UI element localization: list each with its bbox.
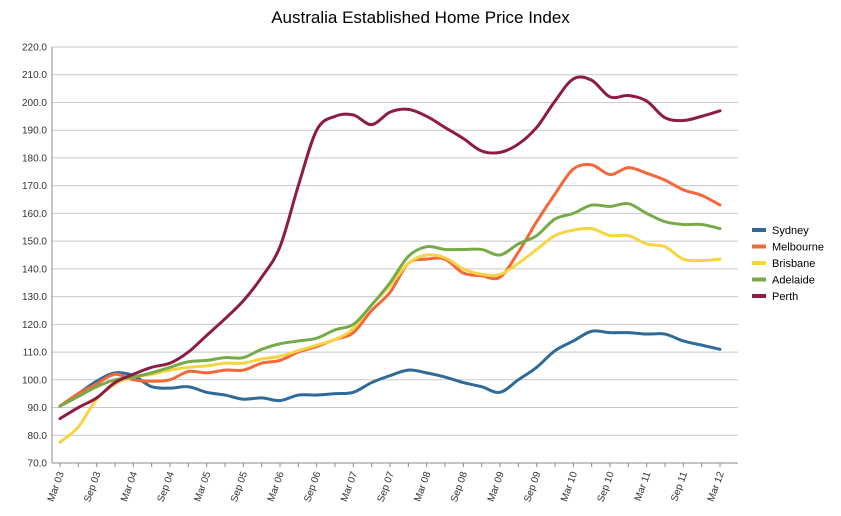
y-tick-label: 200.0	[22, 98, 47, 109]
legend-label-perth: Perth	[772, 291, 798, 303]
x-tick-label: Mar 06	[266, 470, 287, 503]
y-tick-label: 140.0	[22, 264, 47, 275]
x-tick-label: Mar 05	[193, 470, 214, 503]
y-tick-label: 210.0	[22, 70, 47, 81]
y-tick-label: 220.0	[22, 43, 47, 54]
series-line-melbourne	[58, 162, 722, 408]
series-line-perth	[58, 75, 722, 421]
y-tick-label: 130.0	[22, 292, 47, 303]
series-line-sydney	[58, 329, 722, 408]
axes	[51, 47, 738, 467]
legend-label-brisbane: Brisbane	[772, 258, 815, 270]
y-axis-tick-labels: 70.0 80.0 90.0 100.0 110.0 120.0 130.0 140.0 150…	[22, 43, 47, 470]
x-tick-label: Mar 11	[633, 470, 654, 503]
y-tick-label: 120.0	[22, 320, 47, 331]
series-line-brisbane	[58, 226, 722, 444]
y-tick-label: 170.0	[22, 181, 47, 192]
x-tick-label: Sep 06	[302, 470, 323, 504]
y-tick-label: 80.0	[28, 431, 48, 442]
y-tick-label: 90.0	[28, 403, 48, 414]
x-tick-label: Mar 04	[119, 470, 140, 503]
x-tick-label: Sep 05	[229, 470, 250, 504]
x-tick-label: Sep 03	[82, 470, 103, 504]
x-tick-label: Mar 10	[559, 470, 580, 503]
x-tick-label: Mar 07	[339, 470, 360, 503]
x-tick-label: Sep 04	[156, 470, 177, 504]
x-tick-label: Mar 12	[706, 470, 727, 503]
gridlines	[52, 46, 738, 464]
legend-label-melbourne: Melbourne	[772, 242, 824, 254]
series-lines	[58, 75, 722, 444]
y-tick-label: 110.0	[23, 348, 48, 359]
legend-label-adelaide: Adelaide	[772, 275, 815, 287]
legend: Sydney Melbourne Brisbane Adelaide Perth	[752, 225, 824, 303]
x-tick-label: Sep 07	[376, 470, 397, 504]
y-tick-label: 150.0	[22, 237, 47, 248]
x-tick-label: Sep 11	[669, 470, 690, 503]
x-tick-label: Mar 03	[46, 470, 67, 503]
x-tick-label: Mar 08	[413, 470, 434, 503]
y-tick-label: 100.0	[22, 375, 47, 386]
series-line-adelaide	[58, 201, 722, 408]
x-tick-label: Sep 09	[522, 470, 543, 504]
y-tick-label: 70.0	[28, 459, 48, 470]
y-tick-label: 180.0	[22, 153, 47, 164]
x-tick-label: Mar 09	[486, 470, 507, 503]
chart-title: Australia Established Home Price Index	[271, 8, 570, 27]
x-axis-tick-labels: Mar 03 Sep 03 Mar 04 Sep 04 Mar 05 Sep 05 Mar …	[46, 470, 727, 504]
y-tick-label: 190.0	[22, 126, 47, 137]
legend-label-sydney: Sydney	[772, 225, 809, 237]
x-tick-label: Sep 08	[449, 470, 470, 504]
y-tick-label: 160.0	[22, 209, 47, 220]
x-tick-label: Sep 10	[596, 470, 617, 504]
